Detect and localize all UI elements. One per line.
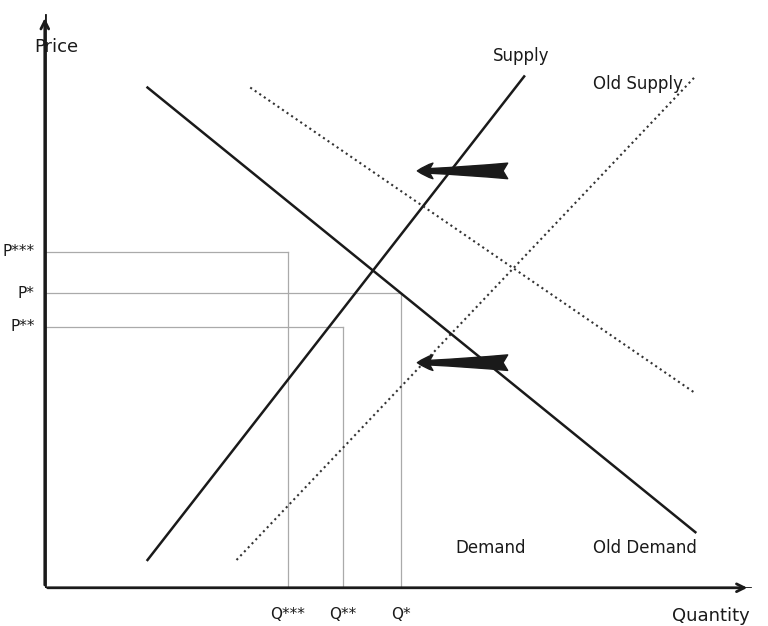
Text: Old Demand: Old Demand <box>593 539 697 557</box>
Text: P*: P* <box>18 285 35 300</box>
Text: Q***: Q*** <box>270 607 306 622</box>
Text: P***: P*** <box>2 244 35 259</box>
Text: Q**: Q** <box>329 607 356 622</box>
Text: P**: P** <box>10 319 35 334</box>
Text: Demand: Demand <box>455 539 526 557</box>
Text: Price: Price <box>35 38 78 56</box>
Text: Supply: Supply <box>493 48 550 65</box>
Text: Old Supply: Old Supply <box>593 75 683 93</box>
Text: Q*: Q* <box>391 607 411 622</box>
Text: Quantity: Quantity <box>673 607 750 625</box>
